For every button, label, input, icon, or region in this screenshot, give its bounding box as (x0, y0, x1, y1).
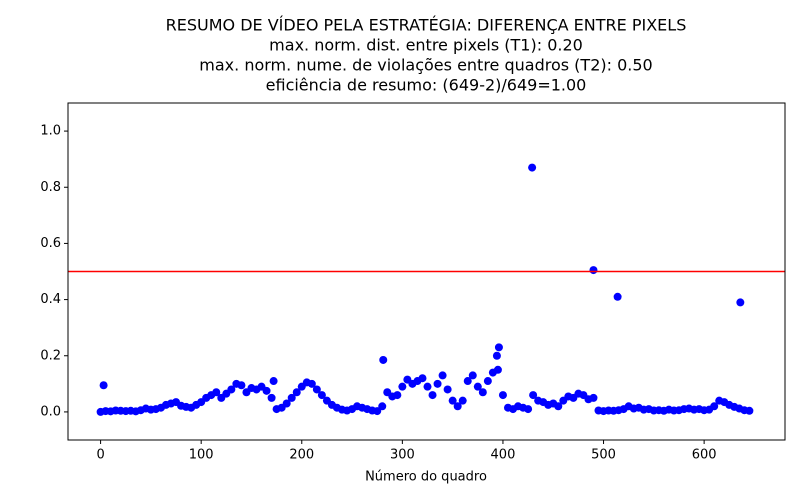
y-tick-label: 1.0 (40, 124, 61, 139)
point (478, 388, 487, 397)
y-tick-label: 0.4 (40, 292, 61, 307)
point (433, 379, 442, 388)
point (458, 396, 467, 405)
point (529, 391, 538, 400)
x-tick-label: 600 (692, 448, 717, 463)
point (463, 377, 472, 386)
point (267, 393, 276, 402)
x-axis-label: Número do quadro (365, 470, 487, 485)
chart-title: eficiência de resumo: (649-2)/649=1.00 (266, 76, 587, 95)
point (423, 382, 432, 391)
point (524, 405, 533, 414)
point (438, 371, 447, 380)
point (99, 381, 108, 390)
y-tick-label: 0.0 (40, 404, 61, 419)
y-tick-label: 0.6 (40, 236, 61, 251)
y-tick-label: 0.8 (40, 180, 61, 195)
point (307, 379, 316, 388)
point (373, 407, 382, 416)
point (317, 391, 326, 400)
point (379, 355, 388, 364)
point (428, 391, 437, 400)
point (494, 343, 503, 352)
point (393, 391, 402, 400)
point (554, 402, 563, 411)
point (282, 399, 291, 408)
point (269, 377, 278, 386)
point (498, 391, 507, 400)
x-tick-label: 300 (390, 448, 415, 463)
x-tick-label: 500 (591, 448, 616, 463)
point (312, 385, 321, 394)
point (378, 402, 387, 411)
point (473, 382, 482, 391)
point (287, 393, 296, 402)
point (589, 393, 598, 402)
point (292, 388, 301, 397)
plot-frame (67, 102, 786, 441)
point (453, 402, 462, 411)
x-tick-label: 200 (289, 448, 314, 463)
point (745, 406, 754, 415)
point (483, 377, 492, 386)
point (418, 374, 427, 383)
chart-title: RESUMO DE VÍDEO PELA ESTRATÉGIA: DIFEREN… (166, 16, 687, 35)
x-tick-label: 100 (189, 448, 214, 463)
point (710, 402, 719, 411)
point (262, 386, 271, 395)
point (736, 298, 745, 307)
point (528, 163, 537, 172)
chart-title: max. norm. nume. de violações entre quad… (199, 56, 652, 75)
y-tick-label: 0.2 (40, 348, 61, 363)
point (613, 292, 622, 301)
x-tick-label: 0 (96, 448, 104, 463)
chart-title: max. norm. dist. entre pixels (T1): 0.20 (269, 36, 583, 55)
x-tick-label: 400 (491, 448, 516, 463)
point (589, 266, 598, 275)
point (468, 371, 477, 380)
point (493, 365, 502, 374)
point (492, 351, 501, 360)
point (212, 388, 221, 397)
point (227, 385, 236, 394)
point (448, 396, 457, 405)
point (237, 381, 246, 390)
point (398, 382, 407, 391)
point (443, 385, 452, 394)
